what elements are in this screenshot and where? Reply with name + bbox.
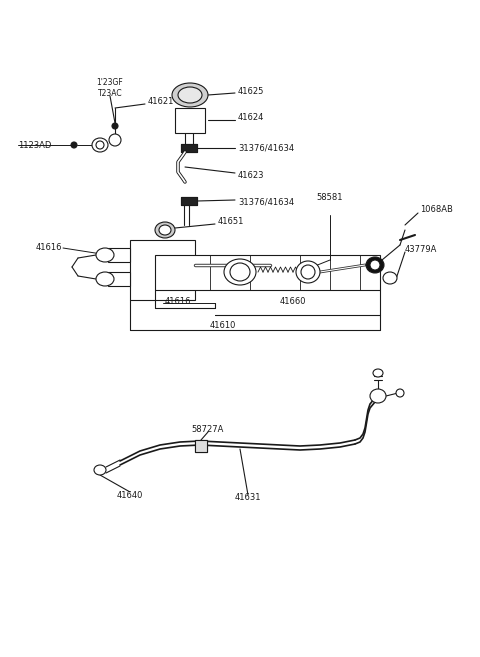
Ellipse shape bbox=[373, 369, 383, 377]
Text: 31376/41634: 31376/41634 bbox=[238, 198, 294, 206]
Bar bbox=[108, 248, 130, 262]
Text: 1068AB: 1068AB bbox=[420, 206, 453, 214]
Ellipse shape bbox=[96, 272, 114, 286]
Text: 41624: 41624 bbox=[238, 114, 264, 122]
Bar bbox=[181, 197, 197, 205]
Text: 43779A: 43779A bbox=[405, 246, 437, 254]
Bar bbox=[130, 240, 195, 300]
Text: 41621: 41621 bbox=[148, 97, 174, 106]
Ellipse shape bbox=[159, 225, 171, 235]
Ellipse shape bbox=[370, 389, 386, 403]
Bar bbox=[181, 197, 197, 205]
Ellipse shape bbox=[370, 260, 380, 270]
Ellipse shape bbox=[112, 123, 118, 129]
Bar bbox=[175, 108, 205, 133]
Bar bbox=[195, 440, 207, 452]
Ellipse shape bbox=[155, 222, 175, 238]
Text: 1123AD: 1123AD bbox=[18, 141, 51, 150]
Ellipse shape bbox=[396, 389, 404, 397]
Text: 41651: 41651 bbox=[218, 217, 244, 227]
Text: 31376/41634: 31376/41634 bbox=[238, 143, 294, 152]
Ellipse shape bbox=[94, 465, 106, 475]
Ellipse shape bbox=[71, 142, 77, 148]
Ellipse shape bbox=[383, 272, 397, 284]
Text: 41631: 41631 bbox=[235, 493, 261, 503]
Bar bbox=[181, 144, 197, 152]
Text: 41610: 41610 bbox=[210, 321, 236, 330]
Text: 41660: 41660 bbox=[280, 298, 307, 307]
Ellipse shape bbox=[92, 138, 108, 152]
Text: 41623: 41623 bbox=[238, 171, 264, 179]
Ellipse shape bbox=[172, 83, 208, 107]
Ellipse shape bbox=[366, 257, 384, 273]
Ellipse shape bbox=[96, 141, 104, 149]
Ellipse shape bbox=[178, 87, 202, 103]
Ellipse shape bbox=[109, 134, 121, 146]
Ellipse shape bbox=[301, 265, 315, 279]
Text: 41640: 41640 bbox=[117, 491, 143, 499]
Text: 41616: 41616 bbox=[165, 298, 192, 307]
Ellipse shape bbox=[296, 261, 320, 283]
Ellipse shape bbox=[96, 248, 114, 262]
Text: 58727A: 58727A bbox=[192, 426, 224, 434]
Bar bbox=[181, 144, 197, 152]
Ellipse shape bbox=[230, 263, 250, 281]
Bar bbox=[108, 272, 130, 286]
Bar bbox=[155, 255, 380, 290]
Text: 1'23GF
T23AC: 1'23GF T23AC bbox=[96, 78, 123, 98]
Text: 41616: 41616 bbox=[36, 244, 62, 252]
Ellipse shape bbox=[224, 259, 256, 285]
Bar bbox=[195, 440, 207, 452]
Text: 41625: 41625 bbox=[238, 87, 264, 97]
Text: 58581: 58581 bbox=[317, 194, 343, 202]
